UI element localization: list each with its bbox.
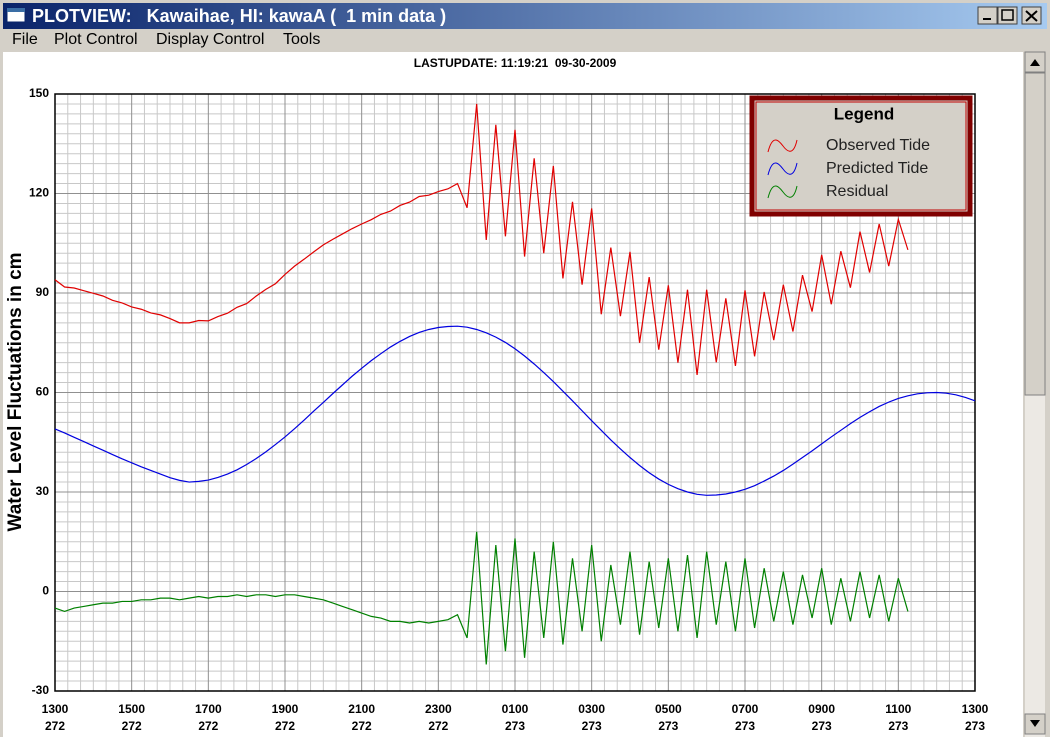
scroll-thumb[interactable] — [1024, 72, 1046, 396]
app-icon-bar — [7, 8, 25, 12]
series-line — [54, 531, 909, 665]
y-tick-label: 0 — [42, 584, 49, 598]
legend-box — [749, 95, 973, 217]
x-tick-label: 2300 272 — [424, 702, 452, 733]
legend-label: Predicted Tide — [826, 160, 928, 177]
y-axis-label: Water Level Fluctuations in cm — [5, 252, 26, 531]
x-tick-label: 0700 273 — [731, 702, 759, 733]
legend-label: Observed Tide — [826, 137, 930, 154]
menu-item[interactable]: File — [12, 31, 38, 48]
y-tick-label: 30 — [36, 484, 50, 498]
legend: Legend Observed Tide Predicted Tide Residua… — [749, 95, 973, 217]
x-tick-label: 0300 273 — [578, 702, 605, 733]
x-tick-label: 0500 273 — [654, 702, 682, 733]
menu-item[interactable]: Tools — [283, 31, 320, 48]
x-tick-label: 1300 272 — [41, 702, 69, 733]
legend-inner — [755, 101, 967, 211]
legend-swatch — [767, 139, 798, 153]
minimize-button[interactable] — [977, 6, 998, 25]
maximize-icon — [1001, 9, 1014, 21]
legend-title: Legend — [834, 104, 894, 123]
title-bar — [3, 3, 1047, 29]
window-title: PLOTVIEW: Kawaihae, HI: kawaA ( 1 min da… — [32, 6, 446, 26]
legend-swatch — [767, 185, 798, 199]
close-icon — [1025, 10, 1038, 22]
menu-item[interactable]: Display Control — [156, 31, 264, 48]
plot — [54, 93, 976, 692]
scroll-up-arrow — [1030, 59, 1040, 66]
x-tick-label: 0900 273 — [808, 702, 835, 733]
x-tick-label: 1500 272 — [118, 702, 145, 733]
series-line — [54, 103, 909, 375]
x-tick-label: 1100 273 — [885, 702, 912, 733]
legend-swatch — [767, 162, 798, 176]
y-tick-label: 60 — [36, 385, 50, 399]
x-tick-label: 2100 272 — [348, 702, 375, 733]
x-tick-label: 1900 272 — [271, 702, 299, 733]
plot-frame — [54, 93, 976, 692]
scrollbar[interactable] — [1024, 51, 1046, 737]
y-tick-label: -30 — [32, 683, 50, 697]
scroll-down-arrow — [1030, 720, 1040, 727]
series-line — [54, 325, 976, 496]
y-tick-label: 90 — [36, 285, 50, 299]
window-buttons[interactable] — [977, 6, 1042, 25]
subtitle: LASTUPDATE: 11:19:21 09-30-2009 — [414, 56, 617, 70]
menu-item[interactable]: Plot Control — [54, 31, 138, 48]
legend-label: Residual — [826, 183, 888, 200]
x-tick-label: 1700 272 — [194, 702, 222, 733]
y-tick-label: 120 — [29, 186, 49, 200]
y-tick-label: 150 — [29, 86, 49, 100]
x-tick-label: 0100 273 — [501, 702, 529, 733]
x-tick-label: 1300 273 — [961, 702, 989, 733]
